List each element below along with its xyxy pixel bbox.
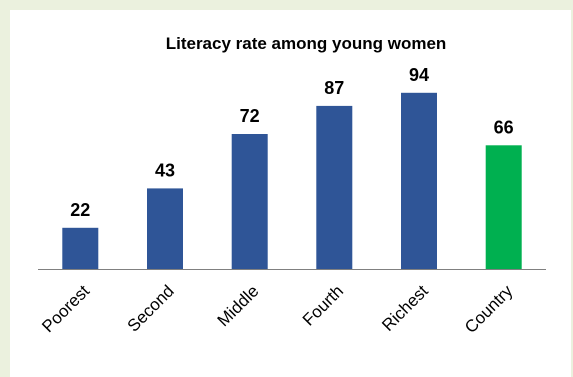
bar-middle [231, 134, 268, 269]
category-label-middle: Middle [214, 281, 263, 330]
category-labels-group: Poorest Second Middle Fourth Richest Country [38, 281, 517, 337]
category-label-second: Second [124, 281, 178, 335]
value-label-middle: 72 [240, 106, 260, 126]
category-label-country: Country [461, 281, 517, 337]
value-label-second: 43 [155, 160, 175, 180]
value-labels-group: 22 43 72 87 94 66 [70, 65, 513, 220]
bars-group [62, 92, 522, 270]
bar-second [147, 188, 183, 269]
bar-richest [401, 92, 437, 270]
chart-panel [10, 10, 571, 377]
category-label-richest: Richest [378, 281, 432, 335]
value-label-richest: 94 [409, 65, 429, 85]
bar-fourth [316, 105, 353, 270]
bar-poorest [62, 227, 99, 270]
category-label-poorest: Poorest [38, 281, 93, 336]
value-label-fourth: 87 [324, 78, 344, 98]
bar-country [485, 145, 522, 270]
chart-title: Literacy rate among young women [166, 34, 447, 53]
value-label-country: 66 [494, 117, 514, 137]
category-label-fourth: Fourth [299, 281, 347, 329]
value-label-poorest: 22 [70, 200, 90, 220]
